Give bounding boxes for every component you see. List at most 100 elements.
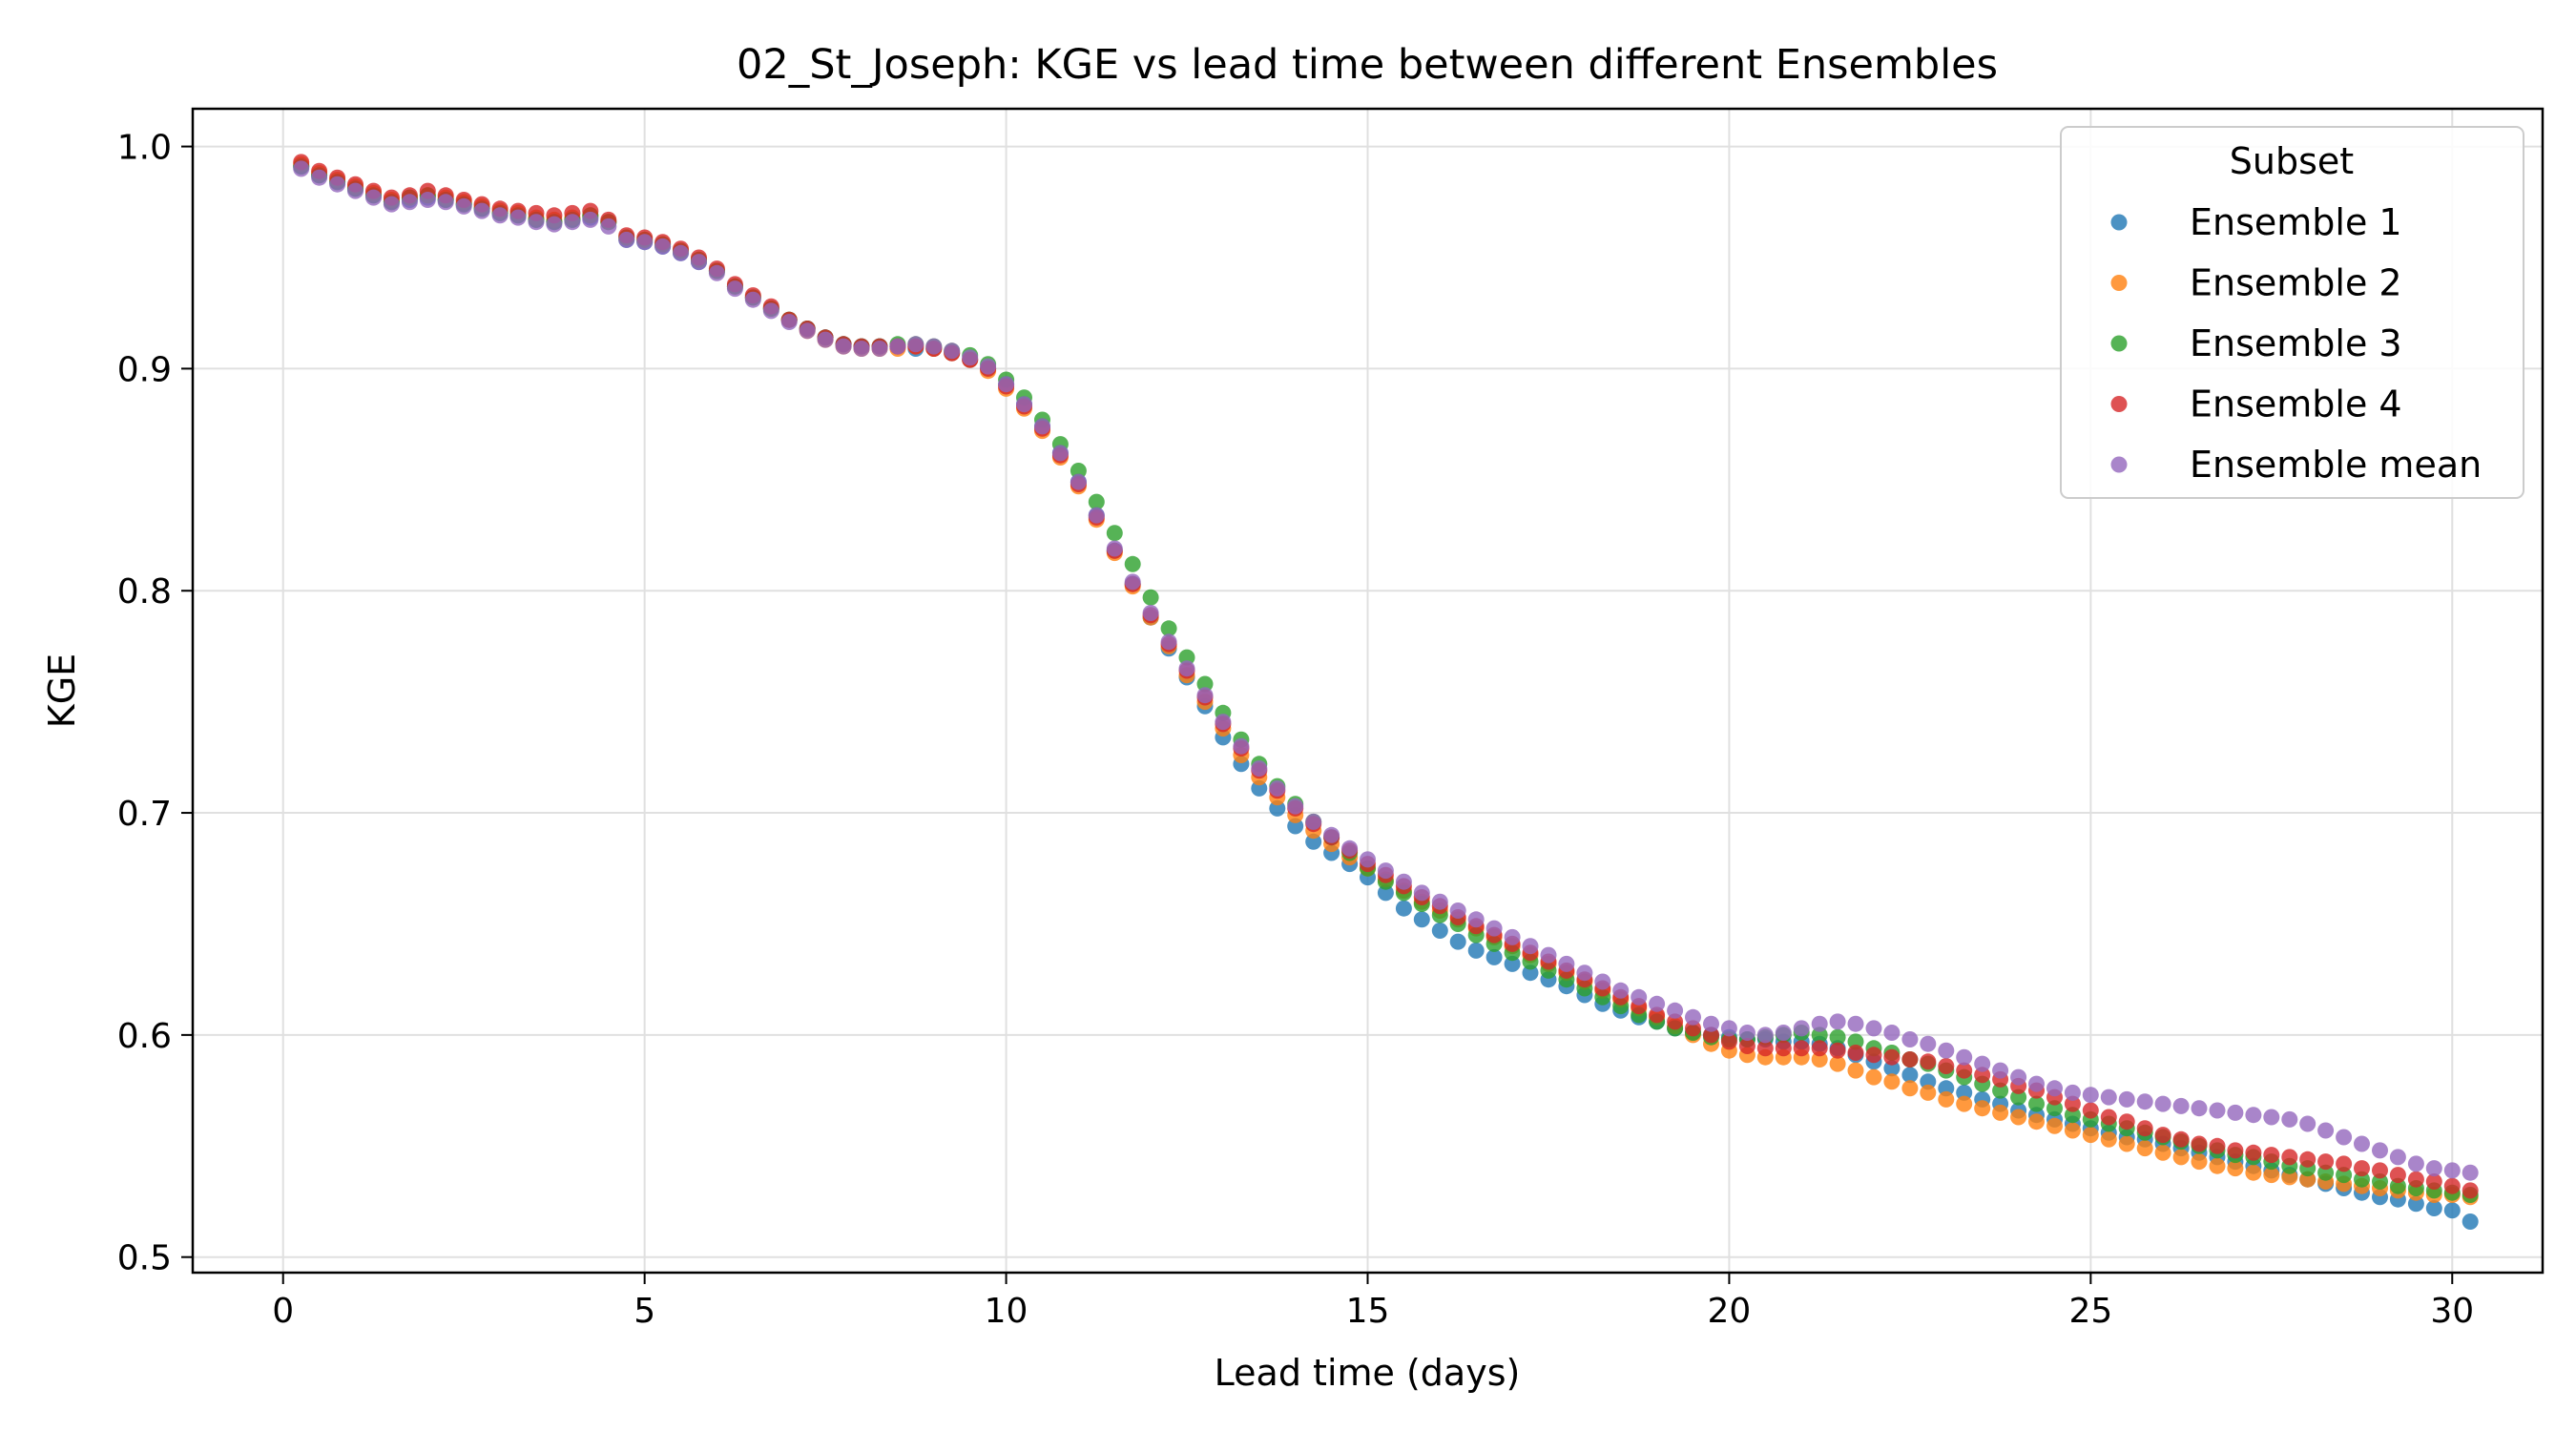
data-point	[1467, 942, 1485, 959]
data-point	[2064, 1122, 2081, 1139]
data-point	[1883, 1025, 1901, 1041]
data-point	[1811, 1027, 1828, 1044]
data-point	[311, 169, 328, 186]
data-point	[2136, 1093, 2153, 1110]
data-point	[1883, 1073, 1901, 1090]
data-point	[2082, 1087, 2099, 1104]
y-tick-label: 0.7	[117, 795, 172, 834]
data-point	[1829, 1013, 1846, 1030]
data-point	[1920, 1035, 1937, 1052]
data-point	[1377, 884, 1394, 902]
data-point	[2372, 1162, 2388, 1179]
data-point	[1413, 884, 1430, 902]
data-point	[1160, 620, 1177, 637]
data-point	[419, 192, 436, 208]
data-point	[2389, 1167, 2406, 1184]
data-point	[1576, 964, 1593, 982]
data-point	[1956, 1095, 1973, 1112]
data-point	[1703, 1027, 1719, 1044]
data-point	[2425, 1200, 2442, 1216]
data-point	[2245, 1144, 2262, 1161]
data-point	[1793, 1040, 1810, 1057]
data-point	[1051, 445, 1069, 462]
data-point	[1269, 779, 1286, 797]
data-point	[1449, 933, 1466, 950]
data-point	[2462, 1182, 2479, 1199]
data-point	[1504, 955, 1521, 972]
data-point	[1992, 1082, 2009, 1099]
data-point	[1215, 714, 1232, 731]
data-point	[1649, 995, 1666, 1012]
data-point	[2136, 1140, 2153, 1157]
data-point	[2462, 1164, 2479, 1181]
data-point	[2281, 1149, 2298, 1166]
data-point	[1703, 1015, 1719, 1032]
data-point	[1901, 1067, 1919, 1084]
data-point	[2389, 1149, 2406, 1166]
data-point	[1034, 418, 1050, 435]
data-point	[1920, 1084, 1937, 1101]
data-point	[2425, 1160, 2442, 1177]
data-point	[491, 207, 509, 224]
y-tick-label: 0.8	[117, 572, 172, 612]
series-ensemble-mean	[293, 160, 2479, 1181]
data-point	[980, 358, 997, 375]
axes: 0 5 10 15 20 25 30 0.5 0.6 0.7 0.8 0.9 1.0	[117, 129, 2474, 1331]
data-point	[1938, 1090, 1955, 1108]
data-point	[564, 214, 581, 231]
legend-marker	[2110, 456, 2128, 473]
data-point	[1449, 902, 1466, 919]
data-point	[437, 194, 454, 211]
data-point	[1160, 633, 1177, 651]
data-point	[1360, 851, 1376, 868]
data-point	[1865, 1020, 1882, 1037]
data-point	[1323, 826, 1340, 843]
data-point	[293, 160, 310, 177]
data-point	[780, 314, 798, 330]
data-point	[1124, 573, 1141, 591]
data-point	[1756, 1027, 1774, 1044]
data-point	[1811, 1040, 1828, 1057]
data-point	[1938, 1042, 1955, 1059]
data-point	[1287, 798, 1304, 815]
data-point	[2118, 1090, 2135, 1108]
data-point	[1522, 964, 1539, 982]
data-point	[1956, 1062, 1973, 1079]
legend-title: Subset	[2230, 140, 2354, 182]
data-point	[2245, 1107, 2262, 1124]
data-point	[1847, 1062, 1864, 1079]
data-point	[1106, 540, 1123, 557]
data-point	[2209, 1137, 2226, 1154]
data-point	[1956, 1084, 1973, 1101]
data-point	[2317, 1122, 2335, 1139]
data-point	[654, 238, 672, 255]
data-point	[1901, 1051, 1919, 1068]
data-point	[1377, 862, 1394, 880]
x-tick-label: 20	[1708, 1292, 1752, 1331]
x-tick-label: 5	[634, 1292, 655, 1331]
data-point	[1992, 1062, 2009, 1079]
data-point	[2263, 1167, 2280, 1184]
data-point	[2263, 1109, 2280, 1126]
data-point	[1196, 687, 1214, 704]
data-point	[455, 197, 472, 215]
data-point	[1667, 1002, 1684, 1019]
data-point	[853, 341, 870, 357]
data-point	[2336, 1129, 2353, 1146]
data-point	[2407, 1171, 2424, 1188]
data-point	[1738, 1025, 1755, 1041]
data-point	[347, 182, 364, 199]
legend-label: Ensemble 4	[2190, 384, 2402, 425]
y-tick-label: 1.0	[117, 129, 172, 168]
data-point	[1558, 955, 1575, 972]
data-point	[473, 202, 490, 219]
legend-label: Ensemble 2	[2190, 262, 2402, 304]
data-point	[1775, 1040, 1792, 1057]
data-point	[1883, 1048, 1901, 1066]
data-point	[691, 254, 707, 271]
data-point	[744, 291, 761, 308]
data-point	[2443, 1162, 2461, 1179]
data-point	[528, 214, 545, 231]
data-point	[1142, 589, 1159, 606]
data-point	[1811, 1015, 1828, 1032]
